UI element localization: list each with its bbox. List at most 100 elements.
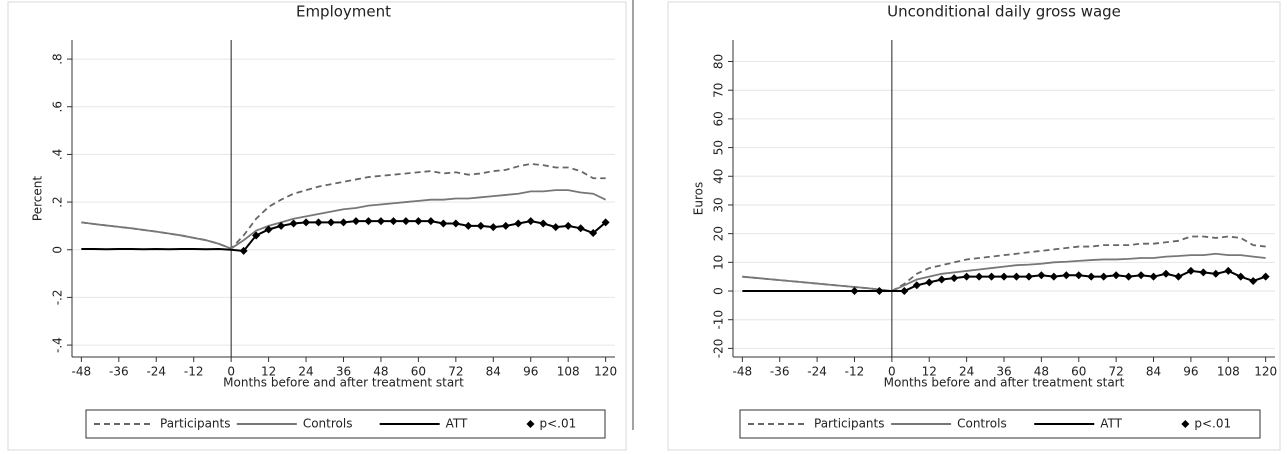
marker — [439, 219, 448, 228]
x-tick-label: -36 — [109, 365, 129, 379]
marker — [601, 218, 610, 227]
marker — [239, 246, 248, 255]
x-tick-label: 72 — [1108, 365, 1123, 379]
marker — [1186, 266, 1195, 275]
y-axis-label: Percent — [31, 176, 45, 221]
y-tick-label: .4 — [51, 149, 65, 160]
marker — [1112, 271, 1121, 280]
marker — [1249, 276, 1258, 285]
series-line — [742, 235, 1266, 292]
y-tick-label: 20 — [712, 226, 726, 241]
plot-area — [72, 40, 615, 357]
marker — [277, 221, 286, 230]
x-tick-label: 60 — [1071, 365, 1086, 379]
x-tick-label: -12 — [845, 365, 865, 379]
marker — [327, 218, 336, 227]
x-tick-label: 72 — [448, 365, 463, 379]
plot-area — [733, 40, 1275, 357]
x-tick-label: 96 — [1183, 365, 1198, 379]
marker — [1062, 271, 1071, 280]
marker — [1074, 271, 1083, 280]
x-tick-label: -48 — [72, 365, 92, 379]
marker — [1236, 272, 1245, 281]
x-axis-label: Months before and after treatment start — [884, 376, 1125, 390]
series-line — [742, 252, 1266, 292]
marker — [364, 217, 373, 226]
marker — [414, 217, 423, 226]
marker — [1037, 271, 1046, 280]
marker — [514, 219, 523, 228]
marker — [476, 221, 485, 230]
marker — [526, 217, 535, 226]
x-tick-label: 12 — [261, 365, 276, 379]
x-tick-label: -12 — [184, 365, 204, 379]
legend-label: p<.01 — [1194, 417, 1231, 431]
x-tick-label: 24 — [959, 365, 974, 379]
y-tick-label: -20 — [712, 339, 726, 359]
legend-label: Participants — [814, 417, 885, 431]
marker — [925, 278, 934, 287]
marker — [551, 223, 560, 232]
x-tick-label: 84 — [1146, 365, 1161, 379]
x-tick-label: -36 — [770, 365, 790, 379]
marker — [1087, 272, 1096, 281]
y-tick-label: 80 — [712, 54, 726, 69]
marker — [1137, 271, 1146, 280]
x-tick-label: 12 — [922, 365, 937, 379]
x-axis-label: Months before and after treatment start — [223, 376, 464, 390]
marker — [975, 272, 984, 281]
x-tick-label: -48 — [733, 365, 753, 379]
legend-label: Controls — [303, 417, 353, 431]
x-tick-label: 0 — [227, 365, 235, 379]
x-tick-label: -24 — [807, 365, 827, 379]
x-tick-label: 48 — [373, 365, 388, 379]
legend-box — [739, 409, 1261, 439]
x-tick-label: 84 — [486, 365, 501, 379]
y-tick-label: -.2 — [51, 290, 65, 306]
y-axis-label: Euros — [692, 182, 706, 215]
marker — [1174, 272, 1183, 281]
marker — [489, 223, 498, 232]
marker — [264, 225, 273, 234]
marker — [1199, 268, 1208, 277]
marker — [1211, 269, 1220, 278]
marker — [252, 231, 261, 240]
marker — [589, 229, 598, 238]
marker — [401, 217, 410, 226]
legend-box — [85, 409, 606, 439]
x-tick-label: 120 — [594, 365, 617, 379]
x-tick-label: 48 — [1034, 365, 1049, 379]
y-tick-label: 30 — [712, 197, 726, 212]
marker — [351, 217, 360, 226]
marker — [1161, 269, 1170, 278]
legend-label: p<.01 — [539, 417, 576, 431]
marker — [339, 218, 348, 227]
marker — [900, 287, 909, 296]
x-tick-label: 108 — [1217, 365, 1240, 379]
marker — [576, 224, 585, 233]
x-tick-label: 36 — [996, 365, 1011, 379]
legend-label: Participants — [160, 417, 231, 431]
y-tick-label: 10 — [712, 255, 726, 270]
legend-label: ATT — [1100, 417, 1122, 431]
marker — [376, 217, 385, 226]
legend-label: Controls — [957, 417, 1007, 431]
marker — [302, 218, 311, 227]
marker — [1224, 266, 1233, 275]
y-tick-label: 70 — [712, 83, 726, 98]
series-line — [81, 189, 607, 250]
chart-title: Unconditional daily gross wage — [887, 3, 1121, 21]
series-line — [81, 163, 606, 250]
y-tick-label: -10 — [712, 310, 726, 330]
marker — [1124, 272, 1133, 281]
legend-marker — [1181, 420, 1190, 428]
marker — [962, 272, 971, 281]
marker — [1012, 272, 1021, 281]
x-tick-label: 24 — [298, 365, 313, 379]
y-tick-label: .8 — [51, 53, 65, 64]
marker — [539, 219, 548, 228]
marker — [464, 221, 473, 230]
marker — [389, 217, 398, 226]
marker — [289, 219, 298, 228]
marker — [1049, 272, 1058, 281]
